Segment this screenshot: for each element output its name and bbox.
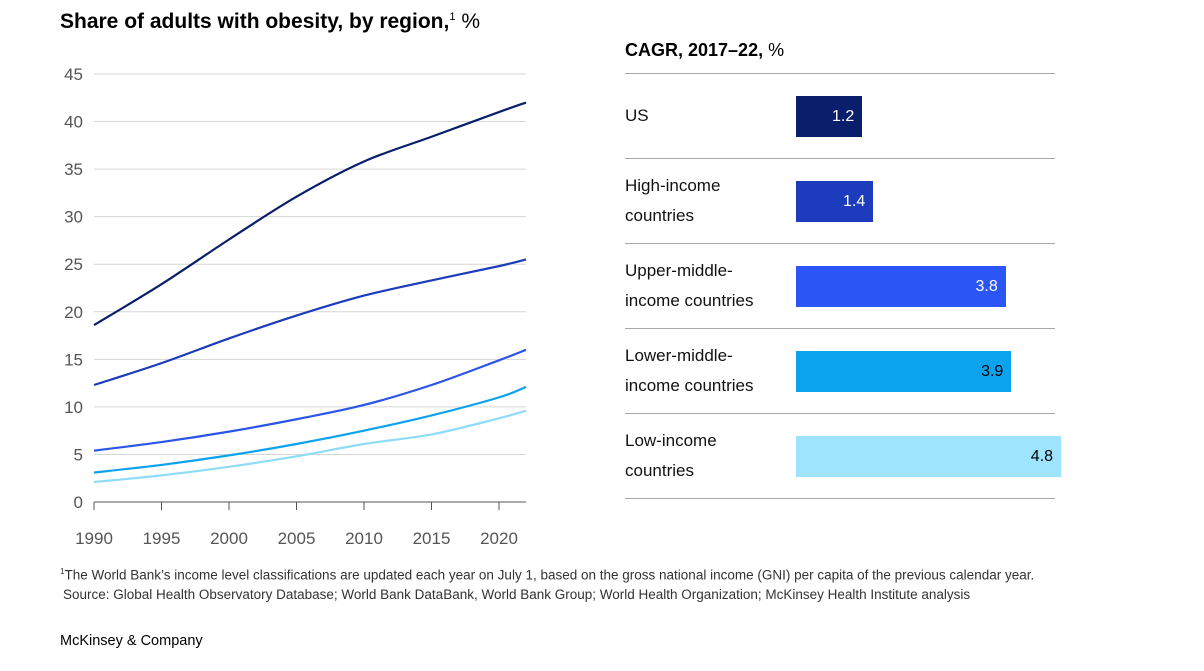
x-tick-label: 1995 xyxy=(143,529,181,548)
footnote-marker: 1 xyxy=(449,11,456,23)
bar-row: Upper-middle- income countries 3.8 xyxy=(625,243,1055,328)
line-chart-title: Share of adults with obesity, by region,… xyxy=(60,10,480,33)
bar-value-label: 3.9 xyxy=(981,362,1004,380)
y-tick-label: 35 xyxy=(64,160,83,179)
series-line-5 xyxy=(93,409,527,484)
gridlines xyxy=(94,73,526,455)
bar-category-label: Low-income countries xyxy=(625,431,717,480)
y-tick-label: 0 xyxy=(74,493,83,512)
x-tick-label: 2000 xyxy=(210,529,248,548)
x-tick-label: 2005 xyxy=(278,529,316,548)
bar-row: Low-income countries 4.8 xyxy=(625,413,1061,499)
footnote-note: 1The World Bank’s income level classific… xyxy=(60,567,1035,583)
bar-value-label: 1.2 xyxy=(832,107,855,125)
bar-chart-title: CAGR, 2017–22, % xyxy=(625,40,785,60)
x-tick-label: 2010 xyxy=(345,529,383,548)
bar: 3.8 xyxy=(796,266,1006,307)
bar: 1.4 xyxy=(796,181,874,222)
series-lines xyxy=(93,101,527,484)
x-tick-label: 2020 xyxy=(480,529,518,548)
y-tick-label: 25 xyxy=(64,255,83,274)
company-logo-text: McKinsey & Company xyxy=(60,633,203,649)
bar-value-label: 3.8 xyxy=(975,277,998,295)
bar: 3.9 xyxy=(796,351,1012,392)
footnote: 1The World Bank’s income level classific… xyxy=(60,562,1034,604)
bar: 4.8 xyxy=(796,436,1061,477)
y-tick-label: 5 xyxy=(74,445,83,464)
y-tick-label: 30 xyxy=(64,208,83,227)
bar: 1.2 xyxy=(796,96,863,137)
bar-row: US 1.2 xyxy=(625,73,1055,158)
bar-category-label: High-income countries xyxy=(625,176,721,225)
bar-chart: US 1.2 High-income countries 1.4 Upper-middl… xyxy=(625,73,1061,499)
x-tick-label: 2015 xyxy=(413,529,451,548)
y-tick-label: 20 xyxy=(64,303,83,322)
series-line-3 xyxy=(93,348,527,452)
bar-value-label: 4.8 xyxy=(1030,447,1053,465)
x-tick-label: 1990 xyxy=(75,529,113,548)
line-chart: 0 5 10 15 20 25 30 35 40 45 1990 1995 2000 2005 2010 20… xyxy=(64,65,527,548)
axes: 0 5 10 15 20 25 30 35 40 45 1990 1995 2000 2005 2010 20… xyxy=(64,65,526,548)
y-tick-label: 45 xyxy=(64,65,83,84)
line-chart-unit: % xyxy=(461,10,480,33)
series-line-2 xyxy=(93,258,527,387)
bar-category-label: Lower-middle- income countries xyxy=(625,346,754,395)
bar-category-label: US xyxy=(625,106,649,125)
bar-category-label: Upper-middle- income countries xyxy=(625,261,754,310)
y-tick-label: 15 xyxy=(64,350,83,369)
bar-row: High-income countries 1.4 xyxy=(625,158,1055,243)
series-line-1 xyxy=(93,101,527,327)
y-tick-label: 40 xyxy=(64,113,83,132)
footnote-source: Source: Global Health Observatory Databa… xyxy=(63,586,971,602)
series-line-4 xyxy=(93,385,527,474)
bar-value-label: 1.4 xyxy=(843,192,866,210)
bar-row: Lower-middle- income countries 3.9 xyxy=(625,328,1055,413)
y-tick-label: 10 xyxy=(64,398,83,417)
